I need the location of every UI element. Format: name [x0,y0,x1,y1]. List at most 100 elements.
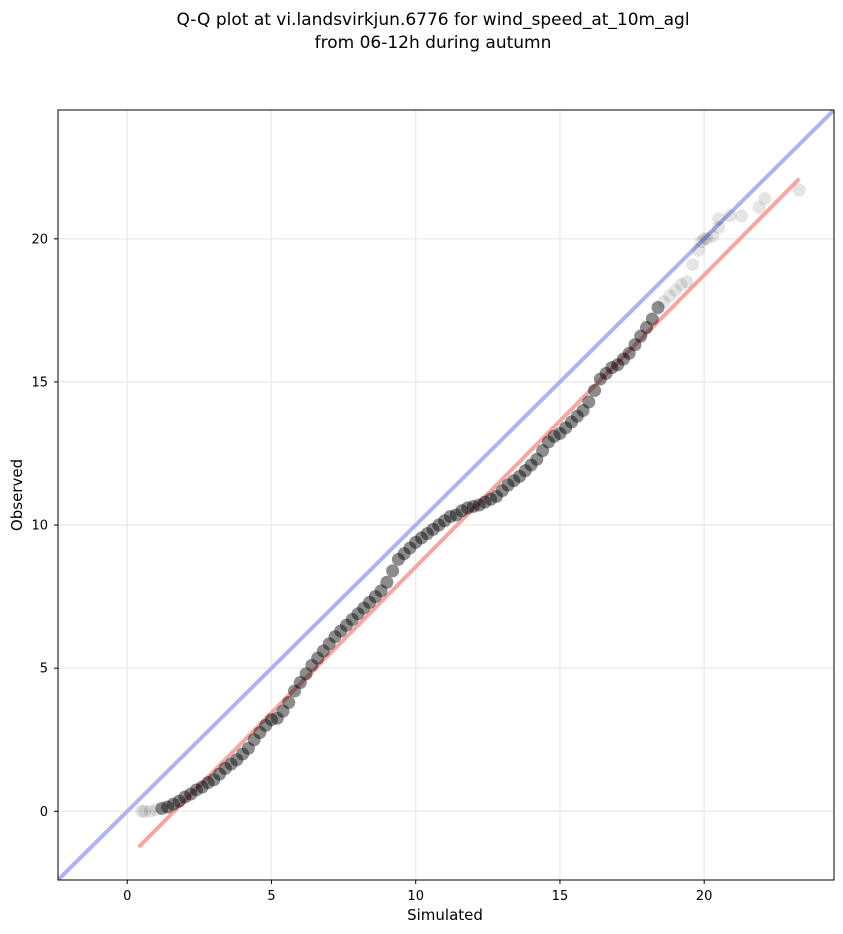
data-point [247,733,261,747]
y-tick-label: 0 [40,805,48,820]
data-point [605,361,619,375]
data-point [224,757,238,771]
data-point [668,283,682,297]
data-point [391,552,405,566]
data-point [207,773,221,787]
data-point [184,787,198,801]
data-point [694,235,708,249]
x-tick-label: 0 [123,889,131,904]
data-point [420,527,434,541]
data-point [368,590,382,604]
data-point [455,504,469,518]
data-point [397,547,411,561]
data-point [363,595,377,609]
data-point [259,718,273,732]
data-point [351,607,365,621]
data-point [311,651,325,665]
y-tick-label: 10 [31,519,48,534]
data-point [706,229,720,243]
data-point [293,675,307,689]
x-axis-label: Simulated [407,906,483,924]
data-point [588,384,602,398]
data-point [195,780,209,794]
plot-frame [57,109,835,881]
data-point [414,531,428,545]
data-point [564,415,578,429]
data-point [282,696,296,710]
data-point [276,704,290,718]
data-point [316,644,330,658]
data-point [178,790,192,804]
data-point [426,522,440,536]
data-point [593,372,607,386]
data-point [135,804,149,818]
data-point [218,761,232,775]
data-point [334,624,348,638]
data-point [697,232,711,246]
data-point [674,278,688,292]
data-point [758,192,772,206]
data-point [253,726,267,740]
y-tick-label: 20 [31,232,48,247]
data-point [461,501,475,515]
data-point [264,713,278,727]
y-axis-label: Observed [8,459,26,531]
data-point [472,498,486,512]
data-point [501,478,515,492]
data-point [288,684,302,698]
data-point [166,797,180,811]
data-point [230,753,244,767]
data-point [691,243,705,257]
data-point [657,295,671,309]
data-point [201,776,215,790]
data-point [553,426,567,440]
data-point [484,492,498,506]
data-point [172,794,186,808]
data-point [189,783,203,797]
data-point [663,289,677,303]
data-point [339,618,353,632]
data-points [135,183,806,818]
data-point [466,499,480,513]
data-point [536,444,550,458]
x-tick-label: 20 [696,889,713,904]
data-point [478,495,492,509]
data-point [582,395,596,409]
identity-line [58,110,834,880]
data-point [680,275,694,289]
chart-title-line2: from 06-12h during autumn [315,33,552,53]
data-point [513,469,527,483]
data-point [149,803,163,817]
data-point [651,301,665,315]
data-point [241,741,255,755]
data-point [735,209,749,223]
data-point [213,767,227,781]
data-point [328,630,342,644]
x-axis-ticks: 0 5 10 15 20 [123,880,712,904]
data-point [634,329,648,343]
data-point [386,564,400,578]
data-point [380,575,394,589]
x-tick-label: 10 [407,889,424,904]
data-point [723,209,737,223]
data-point [299,667,313,681]
data-point [357,601,371,615]
x-tick-label: 5 [267,889,275,904]
y-tick-label: 5 [40,662,48,677]
data-point [524,458,538,472]
data-point [712,212,726,226]
data-point [270,711,284,725]
data-point [611,358,625,372]
data-point [639,321,653,335]
y-axis-ticks: 0 5 10 15 20 [31,232,58,820]
data-point [700,232,714,246]
data-point [489,489,503,503]
data-point [547,429,561,443]
reference-lines [58,110,834,880]
data-point [518,464,532,478]
data-point [449,508,463,522]
data-point [438,514,452,528]
data-point [236,747,250,761]
data-point [432,518,446,532]
